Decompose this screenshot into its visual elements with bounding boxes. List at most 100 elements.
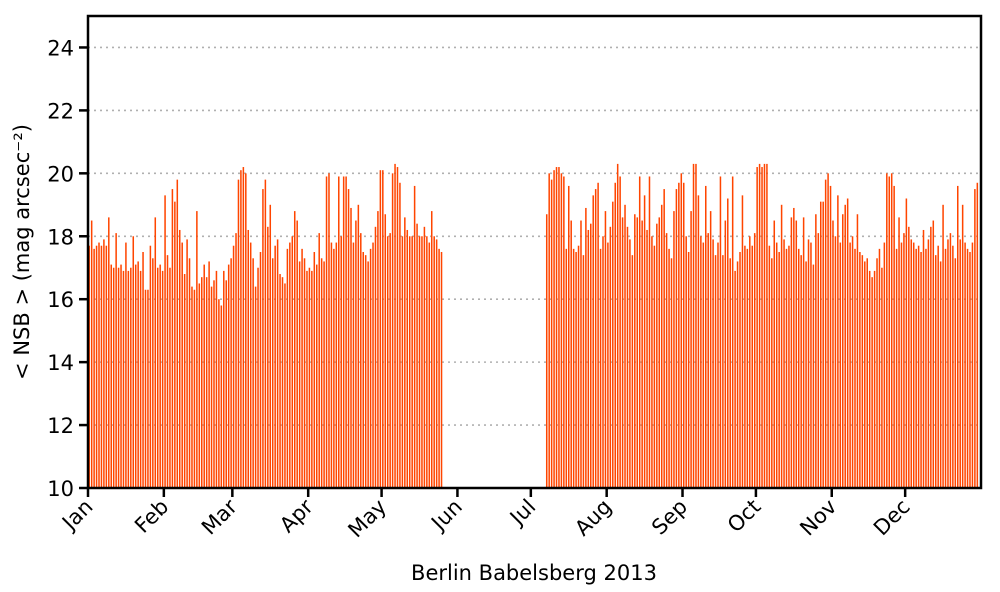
bar <box>602 236 604 488</box>
bar <box>582 255 585 488</box>
bar <box>971 242 974 488</box>
bar <box>915 248 917 488</box>
bar <box>201 277 203 488</box>
bar <box>183 274 186 488</box>
bar <box>585 207 587 489</box>
bar <box>604 211 607 489</box>
bar <box>416 223 418 488</box>
bar <box>653 245 656 488</box>
y-tick-label: 20 <box>47 162 74 186</box>
bar <box>389 233 391 488</box>
bar <box>819 201 822 489</box>
bar <box>293 211 296 489</box>
bar <box>379 170 382 489</box>
bar <box>110 264 113 488</box>
bar <box>171 189 174 489</box>
bar <box>944 248 947 488</box>
x-tick-label: Aug <box>570 495 616 541</box>
bar <box>961 204 964 489</box>
bar <box>350 207 352 489</box>
bar <box>580 220 582 489</box>
bar <box>788 245 790 488</box>
bar <box>636 217 639 489</box>
bar <box>230 258 232 488</box>
bar <box>790 217 793 489</box>
bar <box>120 264 122 488</box>
bar <box>372 242 374 488</box>
bar <box>377 211 379 489</box>
bar <box>800 255 802 488</box>
bar <box>834 236 837 488</box>
bar <box>193 289 196 488</box>
bar <box>775 242 778 488</box>
bar <box>709 211 712 489</box>
bar <box>245 173 247 489</box>
bar <box>722 255 724 488</box>
bar <box>176 179 179 489</box>
bar <box>147 289 149 488</box>
bar <box>142 252 144 488</box>
bar <box>966 248 969 488</box>
bar <box>384 214 387 489</box>
bar <box>842 214 844 489</box>
bar <box>545 214 548 489</box>
bar <box>333 248 335 488</box>
bar <box>223 270 225 488</box>
bar <box>695 163 697 489</box>
bar <box>181 242 183 488</box>
bar <box>418 236 421 488</box>
bar <box>240 170 242 489</box>
bar <box>878 248 881 488</box>
bar <box>761 167 763 489</box>
y-tick-label: 12 <box>47 414 74 438</box>
bar <box>166 255 169 488</box>
bar <box>401 236 404 488</box>
bar <box>232 245 235 488</box>
bar <box>154 217 157 489</box>
x-tick-label: Mar <box>197 494 242 539</box>
grid-lines <box>88 46 981 426</box>
bar <box>702 242 705 488</box>
bar <box>854 248 856 488</box>
bar <box>117 267 120 488</box>
bar <box>859 252 861 488</box>
bar <box>810 242 812 488</box>
bar-series <box>88 163 979 489</box>
x-tick-label: Jun <box>425 495 467 537</box>
bar <box>729 258 731 488</box>
bar <box>237 179 240 489</box>
bar <box>320 258 323 488</box>
bar <box>279 274 281 488</box>
bar <box>132 236 135 488</box>
bar <box>394 163 396 489</box>
bar <box>866 258 868 488</box>
bar <box>773 220 776 489</box>
bar <box>660 204 663 489</box>
bar <box>609 226 612 488</box>
x-tick-label: Jul <box>504 495 540 531</box>
bar <box>964 242 966 488</box>
bar <box>861 255 864 488</box>
bar <box>641 220 643 489</box>
bar <box>210 286 213 488</box>
bar <box>203 264 205 488</box>
bar <box>406 229 409 488</box>
bar <box>766 163 768 489</box>
bar <box>235 233 237 488</box>
bar <box>264 179 267 489</box>
bar <box>225 280 227 488</box>
bar <box>360 233 362 488</box>
bar <box>105 245 108 488</box>
bar <box>338 176 340 489</box>
bar <box>301 248 303 488</box>
bar <box>364 255 367 488</box>
y-tick-label: 18 <box>47 225 74 249</box>
bar <box>753 233 756 488</box>
bar <box>242 167 245 489</box>
bar <box>697 195 700 489</box>
bar <box>438 248 440 488</box>
bar <box>780 204 783 489</box>
bar <box>318 233 320 488</box>
bar <box>954 258 957 488</box>
y-tick-label: 24 <box>47 36 74 60</box>
